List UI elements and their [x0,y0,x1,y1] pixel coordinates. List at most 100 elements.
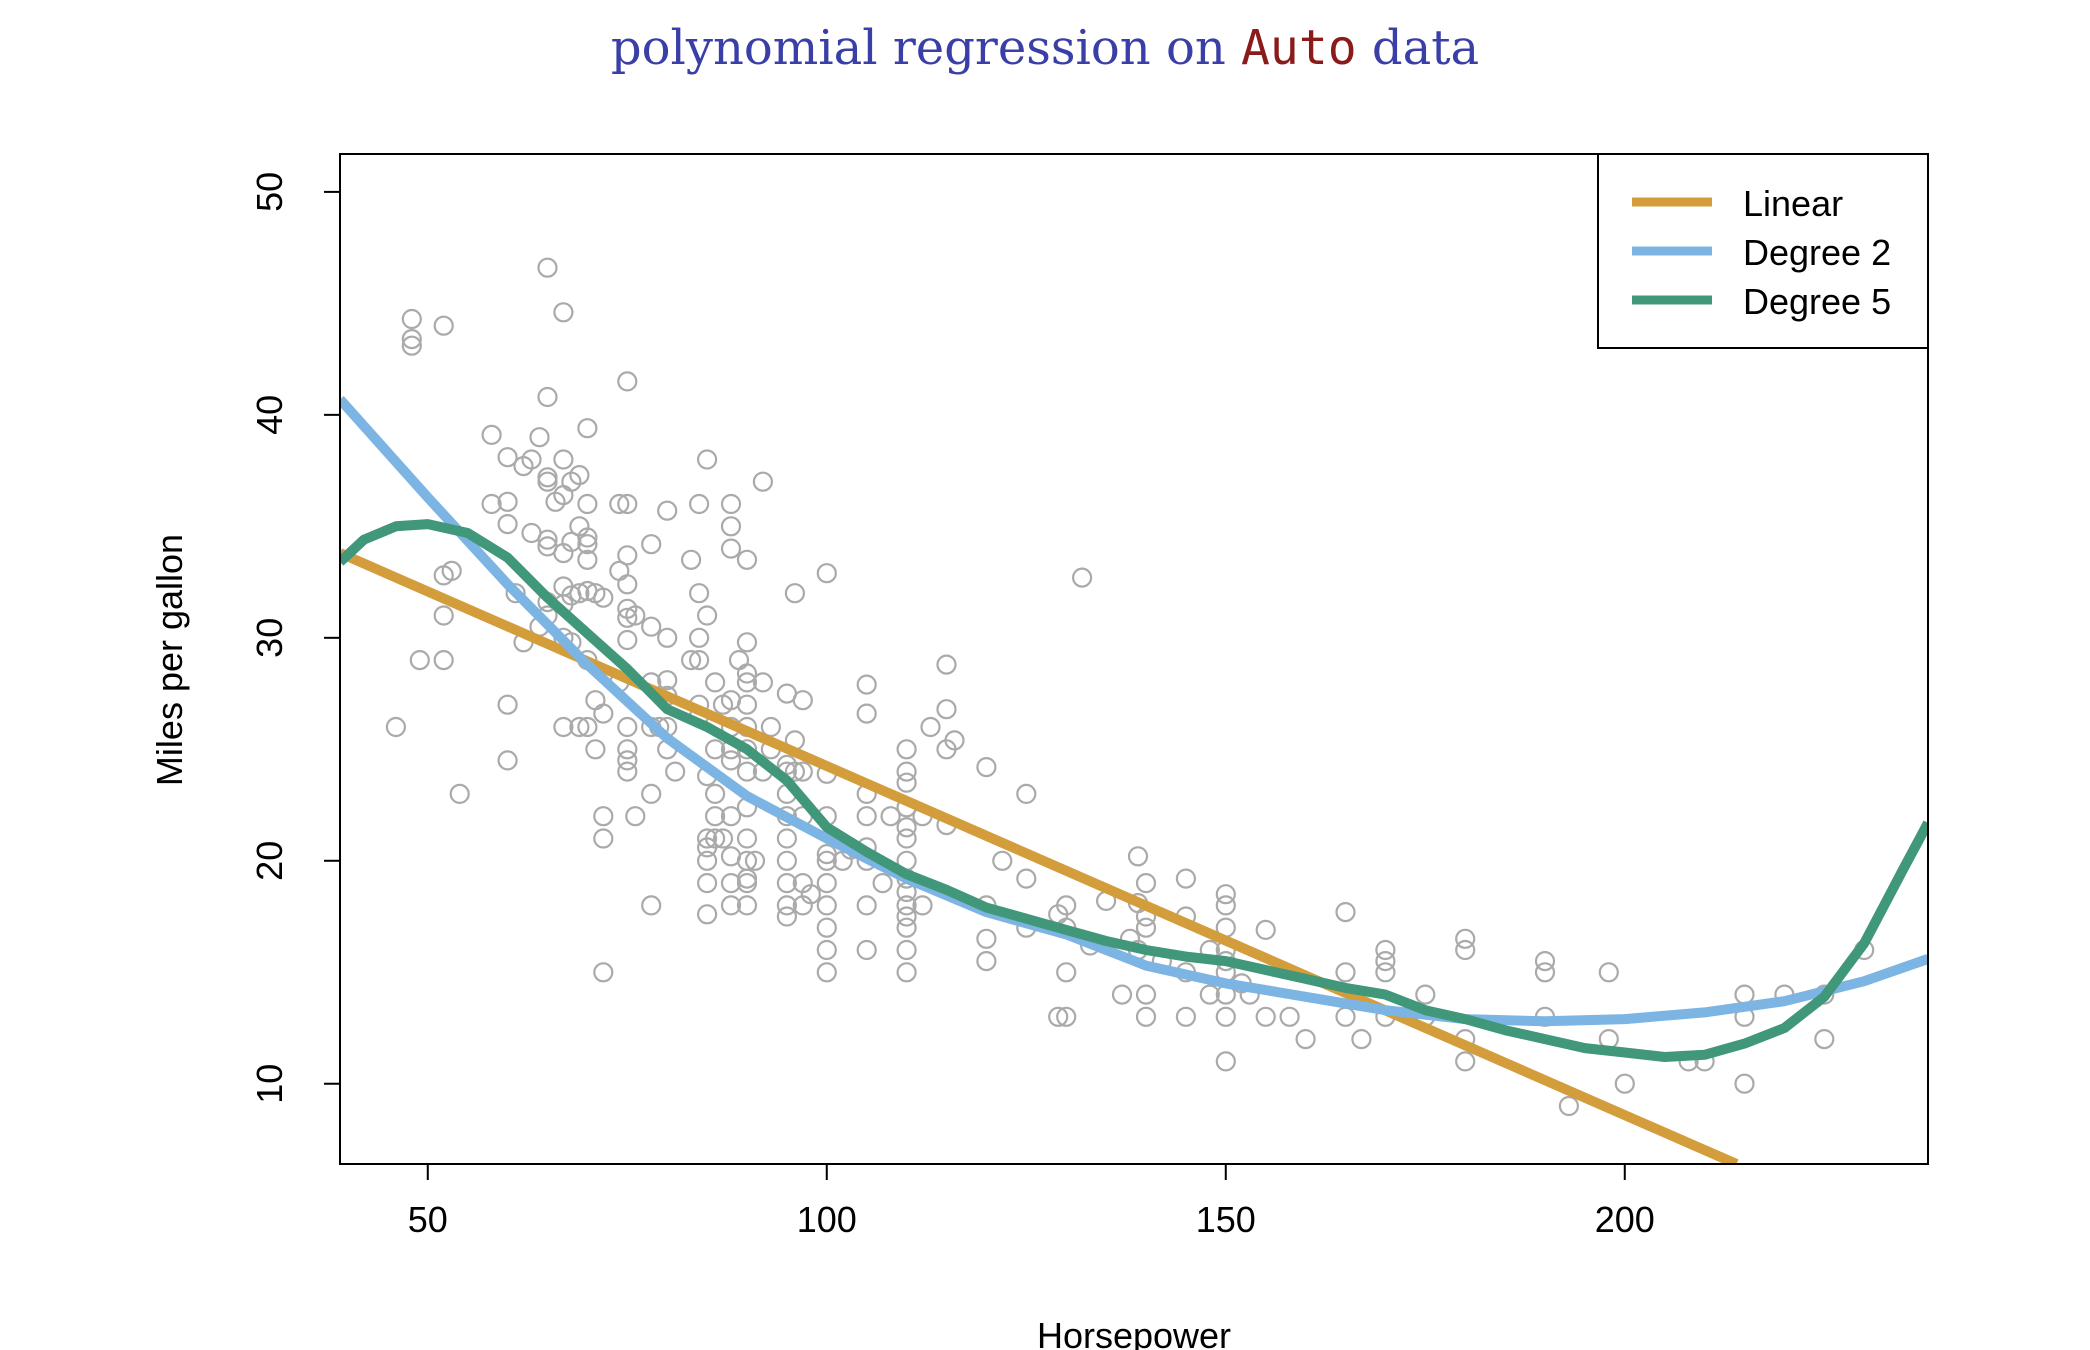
data-point [657,627,678,648]
data-point [433,649,454,671]
data-point [1135,1006,1157,1027]
data-point [665,761,686,782]
data-point [736,672,758,693]
data-point [433,315,454,336]
data-point [1534,962,1556,983]
data-point [816,563,837,584]
regression-line-degree-2 [340,395,1928,1027]
data-point [617,371,638,392]
data-point [736,694,758,715]
data-point [505,583,526,604]
data-point [641,534,662,555]
data-point [625,605,646,626]
data-point [736,872,758,894]
data-point [521,449,542,470]
data-point [1056,895,1077,916]
y-tick-label: 20 [249,841,290,881]
regression-line-linear [340,548,1739,1164]
data-point [617,716,638,738]
regression-lines [340,395,1928,1164]
data-point [680,549,702,570]
data-point [569,465,590,486]
data-point [896,817,917,838]
data-point [712,828,734,849]
data-point [784,583,806,604]
data-point [593,587,614,608]
legend-label-linear: Linear [1743,183,1843,224]
data-point [896,761,917,782]
data-point [696,605,718,626]
title-part-suffix: data [1357,20,1480,76]
data-point [529,427,550,448]
data-point [728,649,750,671]
data-point [553,302,574,323]
data-point [617,629,638,651]
data-point [696,449,718,470]
y-axis: 10 20 30 40 50 [249,172,340,1104]
data-point [1375,939,1396,961]
data-point [617,750,638,771]
data-point [1415,984,1436,1005]
data-point [625,806,646,827]
data-point [617,493,638,515]
data-point [896,772,917,793]
data-point [1215,895,1236,916]
data-point [385,716,406,738]
data-point [776,906,798,927]
data-point [641,616,662,637]
data-point [896,828,917,849]
title-part-prefix: polynomial regression on [611,20,1241,76]
data-point [1175,868,1197,889]
regression-line-degree-5 [340,519,1928,1062]
data-point [553,716,574,738]
data-point [657,500,678,521]
data-point [912,895,933,916]
data-point [856,895,877,916]
data-point [1016,868,1037,889]
data-point [617,574,638,595]
data-point [497,447,518,468]
data-point [944,730,965,751]
data-point [696,904,718,925]
data-point [680,649,702,671]
x-tick-label: 150 [1196,1199,1256,1240]
legend: Linear Degree 2 Degree 5 [1597,153,1929,349]
data-point [736,549,758,570]
data-point [816,939,837,961]
data-point [617,607,638,628]
x-tick-label: 200 [1595,1199,1655,1240]
data-point [688,649,710,671]
data-point [577,493,598,515]
data-point [992,850,1013,871]
data-point [617,739,638,760]
data-point [896,906,917,927]
data-point [1071,567,1093,588]
data-point [800,884,821,905]
data-point [585,690,606,711]
data-point [1734,1073,1755,1094]
data-point [1534,950,1556,972]
data-point [704,672,726,693]
data-point [497,750,518,771]
data-point [856,703,877,724]
data-point [1255,919,1276,941]
data-point [736,663,758,684]
data-point [1279,1006,1300,1027]
data-point [976,928,997,949]
data-point [1056,1006,1077,1027]
data-point [896,895,917,916]
x-axis: 50 100 150 200 [408,1164,1655,1240]
data-point [736,828,758,849]
data-point [896,962,917,983]
data-point [736,761,758,782]
data-point [696,828,718,849]
data-point [752,471,774,492]
data-point [409,649,430,671]
data-point [449,783,470,805]
data-point [760,716,782,738]
data-point [792,761,813,782]
data-point [736,632,758,653]
data-point [688,627,710,648]
data-point [720,493,742,515]
